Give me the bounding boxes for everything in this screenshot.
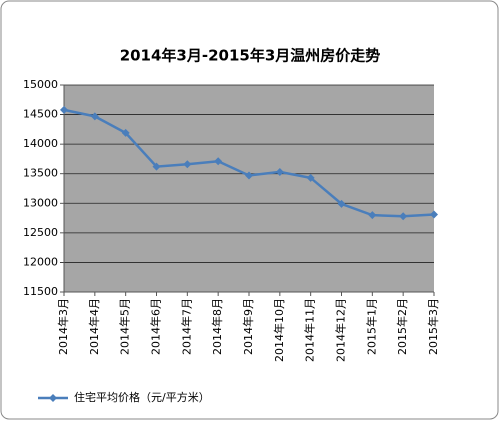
x-tick-label: 2014年9月 xyxy=(241,298,255,355)
x-tick-label: 2015年3月 xyxy=(426,298,440,355)
x-tick-label: 2014年4月 xyxy=(87,298,101,355)
x-tick-label: 2014年5月 xyxy=(118,298,132,355)
x-tick-label: 2014年12月 xyxy=(334,298,348,362)
y-tick-label: 12500 xyxy=(23,226,58,239)
x-tick-label: 2014年10月 xyxy=(272,298,286,362)
data-point xyxy=(368,211,377,220)
y-tick-label: 12000 xyxy=(23,255,58,268)
data-point xyxy=(399,212,408,221)
legend-marker xyxy=(49,394,57,402)
plot-background xyxy=(64,85,434,292)
data-point xyxy=(275,167,284,176)
y-tick-label: 13000 xyxy=(23,196,58,209)
y-tick-label: 14500 xyxy=(23,108,58,121)
data-point xyxy=(121,128,130,137)
x-tick-label: 2014年3月 xyxy=(56,298,70,355)
y-tick-label: 13500 xyxy=(23,167,58,180)
x-tick-label: 2014年7月 xyxy=(179,298,193,355)
data-point xyxy=(430,210,438,219)
data-point xyxy=(90,112,99,121)
data-point xyxy=(183,160,192,169)
data-point xyxy=(245,171,253,180)
data-point xyxy=(214,157,223,166)
legend-label: 住宅平均价格（元/平方米） xyxy=(74,390,210,404)
x-tick-label: 2014年11月 xyxy=(303,298,317,362)
chart-title: 2014年3月-2015年3月温州房价走势 xyxy=(120,47,381,65)
x-tick-label: 2014年6月 xyxy=(149,298,163,355)
y-tick-label: 14000 xyxy=(23,137,58,150)
y-tick-label: 15000 xyxy=(23,78,58,91)
x-tick-label: 2015年2月 xyxy=(395,298,409,355)
data-point xyxy=(60,105,68,114)
x-tick-label: 2015年1月 xyxy=(364,298,378,355)
y-tick-label: 11500 xyxy=(23,285,58,298)
x-tick-label: 2014年8月 xyxy=(210,298,224,355)
data-point xyxy=(337,199,346,208)
data-point xyxy=(152,162,161,171)
data-point xyxy=(306,173,315,182)
